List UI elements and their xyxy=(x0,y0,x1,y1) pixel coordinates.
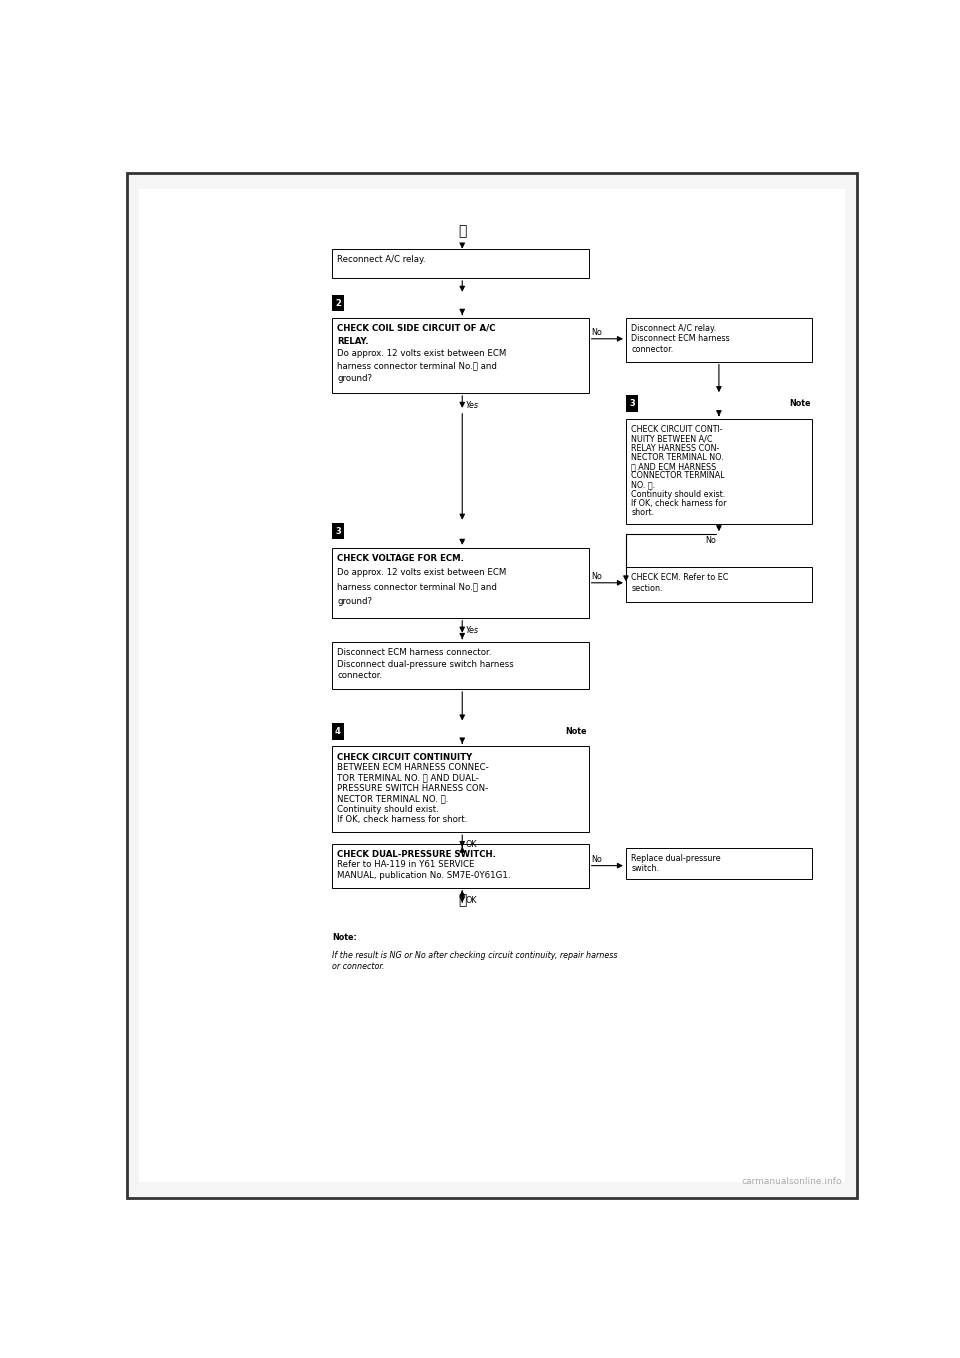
Text: TOR TERMINAL NO. ⓙ AND DUAL-: TOR TERMINAL NO. ⓙ AND DUAL- xyxy=(337,774,479,782)
FancyBboxPatch shape xyxy=(626,318,812,361)
Text: Do approx. 12 volts exist between ECM: Do approx. 12 volts exist between ECM xyxy=(337,569,507,577)
Text: NECTOR TERMINAL NO. ⓒ.: NECTOR TERMINAL NO. ⓒ. xyxy=(337,794,448,804)
Text: RELAY HARNESS CON-: RELAY HARNESS CON- xyxy=(631,444,719,452)
Text: NECTOR TERMINAL NO.: NECTOR TERMINAL NO. xyxy=(631,454,724,462)
FancyBboxPatch shape xyxy=(332,747,588,832)
Text: RELAY.: RELAY. xyxy=(337,337,369,345)
Text: CHECK VOLTAGE FOR ECM.: CHECK VOLTAGE FOR ECM. xyxy=(337,554,465,564)
FancyBboxPatch shape xyxy=(332,318,588,392)
FancyBboxPatch shape xyxy=(332,523,344,539)
FancyBboxPatch shape xyxy=(128,174,856,1198)
Text: CHECK CIRCUIT CONTI-: CHECK CIRCUIT CONTI- xyxy=(631,425,723,435)
FancyBboxPatch shape xyxy=(626,847,812,879)
Text: No: No xyxy=(591,329,602,337)
Text: 3: 3 xyxy=(629,399,635,407)
Text: Continuity should exist.: Continuity should exist. xyxy=(337,805,439,813)
Text: Note:: Note: xyxy=(332,933,357,941)
Text: Disconnect ECM harness: Disconnect ECM harness xyxy=(631,334,730,344)
Text: No: No xyxy=(591,856,602,864)
Text: 4: 4 xyxy=(335,728,341,736)
Text: CHECK COIL SIDE CIRCUIT OF A/C: CHECK COIL SIDE CIRCUIT OF A/C xyxy=(337,325,495,333)
Text: No: No xyxy=(591,572,602,581)
Text: CHECK ECM. Refer to EC: CHECK ECM. Refer to EC xyxy=(631,573,729,581)
FancyBboxPatch shape xyxy=(332,295,344,311)
Text: Disconnect dual-pressure switch harness: Disconnect dual-pressure switch harness xyxy=(337,660,514,668)
Text: Note: Note xyxy=(789,399,810,407)
FancyBboxPatch shape xyxy=(626,395,637,411)
FancyBboxPatch shape xyxy=(138,189,846,1183)
Text: switch.: switch. xyxy=(631,864,660,873)
Text: CHECK CIRCUIT CONTINUITY: CHECK CIRCUIT CONTINUITY xyxy=(337,752,472,762)
Text: Disconnect A/C relay.: Disconnect A/C relay. xyxy=(631,325,716,333)
Text: Refer to HA-119 in Y61 SERVICE: Refer to HA-119 in Y61 SERVICE xyxy=(337,861,475,869)
Text: carmanualsonline.info: carmanualsonline.info xyxy=(741,1176,842,1186)
Text: Note: Note xyxy=(565,728,588,736)
Text: NO. ⓒ.: NO. ⓒ. xyxy=(631,481,656,490)
Text: Replace dual-pressure: Replace dual-pressure xyxy=(631,854,721,864)
Text: harness connector terminal No.ⓙ and: harness connector terminal No.ⓙ and xyxy=(337,361,497,371)
FancyBboxPatch shape xyxy=(626,420,812,524)
Text: 2: 2 xyxy=(335,299,341,307)
Text: If the result is NG or No after checking circuit continuity, repair harness
or c: If the result is NG or No after checking… xyxy=(332,952,617,971)
Text: Disconnect ECM harness connector.: Disconnect ECM harness connector. xyxy=(337,648,492,657)
Text: OK: OK xyxy=(466,841,477,849)
Text: ⓙ AND ECM HARNESS: ⓙ AND ECM HARNESS xyxy=(631,462,716,471)
Text: short.: short. xyxy=(631,508,655,517)
Text: connector.: connector. xyxy=(631,345,673,354)
Text: PRESSURE SWITCH HARNESS CON-: PRESSURE SWITCH HARNESS CON- xyxy=(337,784,489,793)
Text: CHECK DUAL-PRESSURE SWITCH.: CHECK DUAL-PRESSURE SWITCH. xyxy=(337,850,496,860)
FancyBboxPatch shape xyxy=(626,566,812,602)
Text: ⓐ: ⓐ xyxy=(458,894,467,907)
Text: Continuity should exist.: Continuity should exist. xyxy=(631,490,726,498)
FancyBboxPatch shape xyxy=(332,724,344,740)
FancyBboxPatch shape xyxy=(332,843,588,888)
Text: ground?: ground? xyxy=(337,375,372,383)
Text: MANUAL, publication No. SM7E-0Y61G1.: MANUAL, publication No. SM7E-0Y61G1. xyxy=(337,870,511,880)
Text: If OK, check harness for short.: If OK, check harness for short. xyxy=(337,815,468,824)
Text: 3: 3 xyxy=(335,527,341,535)
Text: NUITY BETWEEN A/C: NUITY BETWEEN A/C xyxy=(631,435,712,444)
Text: If OK, check harness for: If OK, check harness for xyxy=(631,498,727,508)
FancyBboxPatch shape xyxy=(332,249,588,278)
Text: Yes: Yes xyxy=(466,401,479,410)
Text: OK: OK xyxy=(466,896,477,904)
Text: ⓐ: ⓐ xyxy=(458,224,467,238)
Text: Yes: Yes xyxy=(466,626,479,636)
Text: CONNECTOR TERMINAL: CONNECTOR TERMINAL xyxy=(631,471,725,481)
Text: ground?: ground? xyxy=(337,598,372,606)
Text: Reconnect A/C relay.: Reconnect A/C relay. xyxy=(337,255,425,263)
FancyBboxPatch shape xyxy=(332,642,588,689)
Text: section.: section. xyxy=(631,584,662,593)
Text: connector.: connector. xyxy=(337,671,382,680)
Text: No: No xyxy=(706,536,716,545)
Text: BETWEEN ECM HARNESS CONNEC-: BETWEEN ECM HARNESS CONNEC- xyxy=(337,763,489,773)
Text: Do approx. 12 volts exist between ECM: Do approx. 12 volts exist between ECM xyxy=(337,349,507,359)
Text: harness connector terminal No.ⓙ and: harness connector terminal No.ⓙ and xyxy=(337,583,497,592)
FancyBboxPatch shape xyxy=(332,547,588,618)
